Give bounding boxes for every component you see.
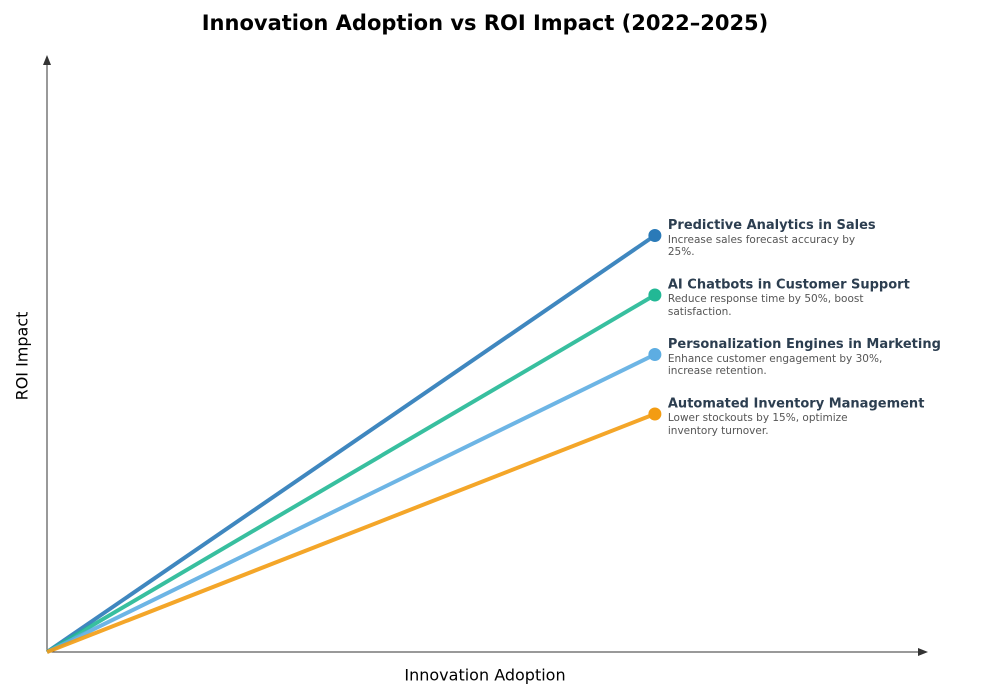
series-name: Personalization Engines in Marketing xyxy=(668,337,941,352)
description-box: Reduce response time by 50%, boost satis… xyxy=(667,293,864,318)
series-name: Predictive Analytics in Sales xyxy=(668,218,876,233)
series-line xyxy=(46,352,656,654)
series-description: Reduce response time by 50%, boost satis… xyxy=(667,293,864,318)
end-point xyxy=(648,229,662,242)
y-axis-arrow xyxy=(43,55,51,65)
series-description: Enhance customer engagement by 30%, incr… xyxy=(667,352,883,378)
y-axis-label: ROI Impact xyxy=(13,312,32,401)
chart-title: Innovation Adoption vs ROI Impact (2022–… xyxy=(202,11,769,35)
x-axis-arrow xyxy=(918,648,928,656)
series-line xyxy=(45,293,656,654)
description-box: Enhance customer engagement by 30%, incr… xyxy=(667,352,883,378)
series-description: Increase sales forecast accuracy by 25%. xyxy=(667,233,856,259)
series-line xyxy=(45,233,657,654)
series-line xyxy=(46,412,656,654)
series-name: Automated Inventory Management xyxy=(668,397,925,412)
end-point xyxy=(648,348,662,361)
x-axis-label: Innovation Adoption xyxy=(404,666,565,685)
series-name: AI Chatbots in Customer Support xyxy=(668,278,910,293)
description-box: Lower stockouts by 15%, optimize invento… xyxy=(667,412,848,437)
end-point xyxy=(648,407,662,421)
description-box: Increase sales forecast accuracy by 25%. xyxy=(667,233,856,259)
end-point xyxy=(648,288,662,302)
series-description: Lower stockouts by 15%, optimize invento… xyxy=(667,412,848,437)
